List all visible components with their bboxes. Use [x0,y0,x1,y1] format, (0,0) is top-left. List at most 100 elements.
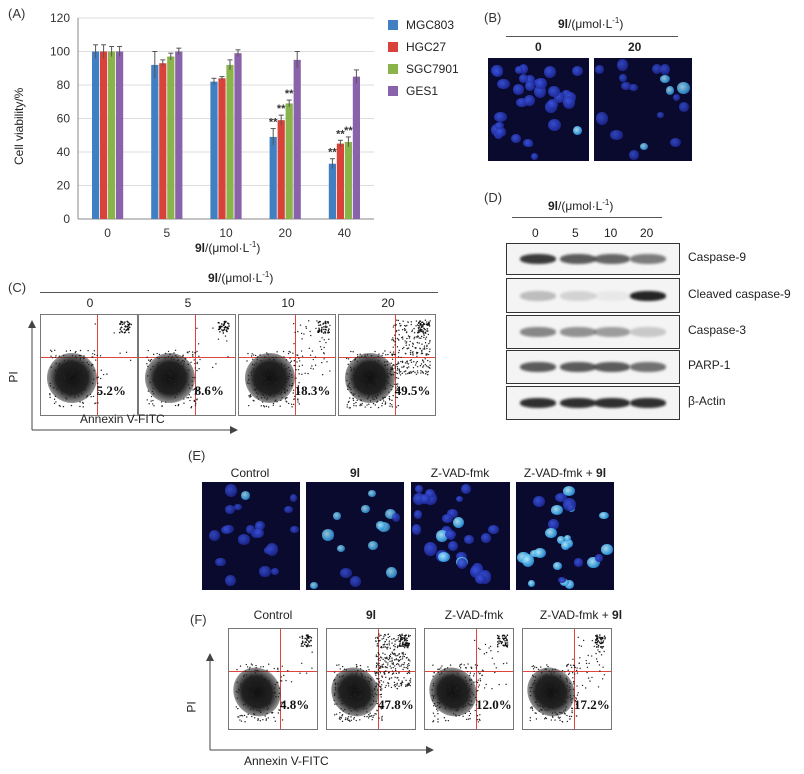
flow-plot: 8.6% [138,314,236,416]
cell-nucleus [563,534,571,541]
cell-nucleus [241,490,251,500]
cell-nucleus [554,92,566,103]
blot-band [594,362,630,372]
legend-swatch [388,42,398,52]
blot-band [594,290,630,301]
legend-item: MGC803 [388,14,459,36]
x-tick-label: 20 [279,226,293,240]
panel-b-conc-20: 20 [628,40,642,54]
cell-nucleus [474,573,487,585]
panel-c-conc: 5 [184,296,192,310]
cell-nucleus [225,574,237,586]
cell-nucleus [594,553,604,563]
fluorescence-image-zvad [411,482,510,590]
x-tick-label: 10 [219,226,233,240]
panel-d-conc: 0 [532,226,539,240]
panel-c-y-label: PI [6,371,21,383]
panel-c-header: 9l/(μmol·L-1) [208,270,274,285]
bar [352,76,360,219]
cell-nucleus [572,65,583,76]
cell-nucleus [528,579,536,588]
cell-nucleus [599,511,610,520]
cell-nucleus [518,74,529,84]
blot-strip [506,386,680,420]
cell-nucleus [452,516,465,529]
y-tick-label: 60 [57,112,71,126]
cell-nucleus [629,150,640,160]
fluorescence-image-zvad-9l [516,482,614,590]
legend-swatch [388,64,398,74]
cell-nucleus [321,529,335,541]
cell-nucleus [215,557,226,567]
cell-nucleus [253,528,264,539]
blot-band [560,362,596,372]
panel-e-title-9l: 9l [349,466,360,480]
significance-mark: ** [269,117,278,129]
quadrant-gate-vertical [574,629,576,729]
cell-nucleus [530,152,539,160]
panel-c-axes-arrows [28,320,238,434]
quadrant-gate-vertical [476,629,478,729]
quadrant-gate-horizontal [41,357,137,358]
apoptosis-percentage: 12.0% [476,697,512,712]
cell-nucleus [523,94,535,107]
panel-b-label: (B) [484,10,502,25]
bar [151,64,159,220]
panel-f-label: (F) [190,612,207,627]
apoptosis-percentage: 4.8% [280,697,310,712]
cell-nucleus [547,518,560,531]
cell-nucleus [456,558,468,570]
fluorescence-image-20 [594,58,692,161]
cell-nucleus [651,64,662,75]
blot-strip [506,350,680,384]
apoptosis-percentage: 49.5% [394,383,431,398]
legend-label: SGC7901 [406,62,459,76]
cell-nucleus [487,524,499,534]
bar [159,63,167,219]
panel-c-x-label: Annexin V-FITC [80,412,165,426]
cell-nucleus [595,112,608,125]
fluorescence-image-control [202,482,300,590]
cell-nucleus [514,66,523,74]
quadrant-gate-horizontal [239,357,335,358]
panel-f-title-9l: 9l [365,608,376,622]
quadrant-gate-vertical [394,315,396,415]
cell-nucleus [616,59,628,72]
blot-band [594,254,630,264]
bar [293,59,301,219]
apoptosis-percentage: 8.6% [194,383,224,398]
cell-nucleus [463,534,475,544]
panel-f-y-label: PI [184,701,199,713]
panel-f-title-zvad-9l: Z-VAD-fmk + 9l [539,608,623,622]
cell-nucleus [491,67,504,77]
cell-nucleus [610,130,623,140]
y-tick-label: 0 [63,212,70,226]
bar [167,56,175,220]
scatter-dots [346,319,431,409]
cell-nucleus [309,581,318,589]
bar [336,143,344,219]
fluorescence-image-9l [306,482,404,590]
cell-nucleus [556,536,565,545]
blot-band [520,327,556,337]
blot-strip [506,243,680,275]
quadrant-gate-horizontal [327,671,415,672]
cell-nucleus [547,85,560,97]
x-tick-label: 5 [163,226,170,240]
cell-nucleus [271,568,279,575]
blot-band [594,327,630,337]
significance-mark: ** [285,88,294,100]
significance-mark: ** [344,125,353,137]
cell-nucleus [385,566,397,579]
cell-nucleus [669,137,681,148]
bar [100,51,108,219]
y-tick-label: 100 [50,45,70,59]
y-axis-label: Cell viability/% [12,87,26,165]
panel-b-header: 9l/(μmol·L-1) [558,16,624,31]
blot-strip [506,315,680,349]
cell-nucleus [413,492,425,506]
x-tick-label: 40 [338,226,352,240]
cell-nucleus [522,139,533,148]
cell-nucleus [435,529,449,542]
